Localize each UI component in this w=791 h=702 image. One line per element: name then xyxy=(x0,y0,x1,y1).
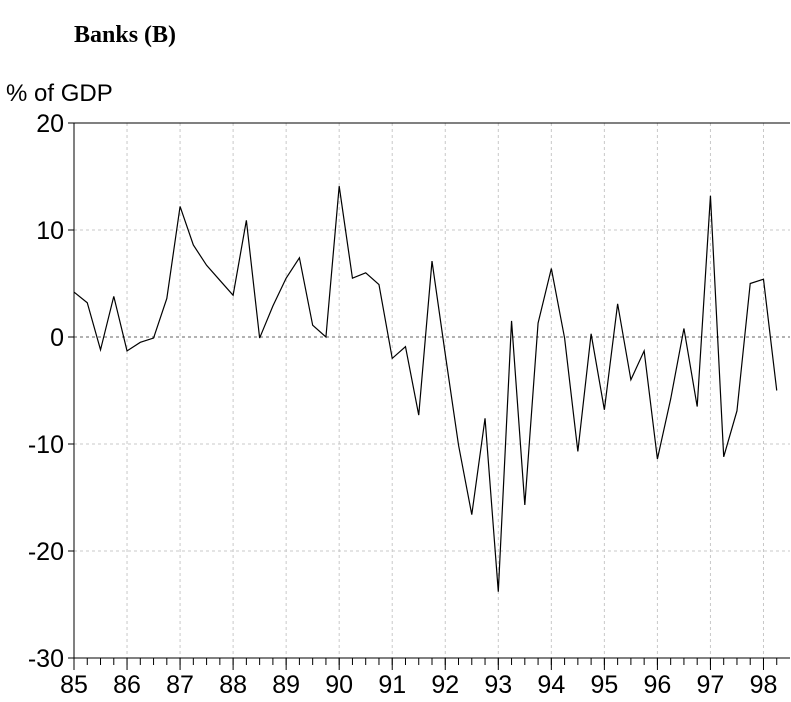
x-tick-label: 90 xyxy=(325,671,353,699)
data-line xyxy=(73,186,778,592)
x-tick-label: 89 xyxy=(272,671,300,699)
x-tick-label: 95 xyxy=(590,671,618,699)
x-tick-label: 85 xyxy=(60,671,88,699)
y-tick-label: 20 xyxy=(36,110,64,138)
y-tick-label: -10 xyxy=(28,431,64,459)
x-tick-label: 86 xyxy=(113,671,141,699)
y-tick-label: 10 xyxy=(36,217,64,245)
x-tick-label: 91 xyxy=(378,671,406,699)
x-tick-label: 87 xyxy=(166,671,194,699)
y-axis-label: % of GDP xyxy=(6,80,113,107)
y-tick-label: 0 xyxy=(50,324,64,352)
x-tick-label: 88 xyxy=(219,671,247,699)
x-tick-label: 93 xyxy=(484,671,512,699)
x-tick-label: 97 xyxy=(697,671,725,699)
y-tick-label: -30 xyxy=(28,645,64,673)
chart-title: Banks (B) xyxy=(74,22,176,48)
x-tick-label: 92 xyxy=(431,671,459,699)
x-tick-label: 98 xyxy=(750,671,778,699)
x-tick-label: 96 xyxy=(644,671,672,699)
y-tick-label: -20 xyxy=(28,538,64,566)
x-tick-label: 94 xyxy=(537,671,565,699)
